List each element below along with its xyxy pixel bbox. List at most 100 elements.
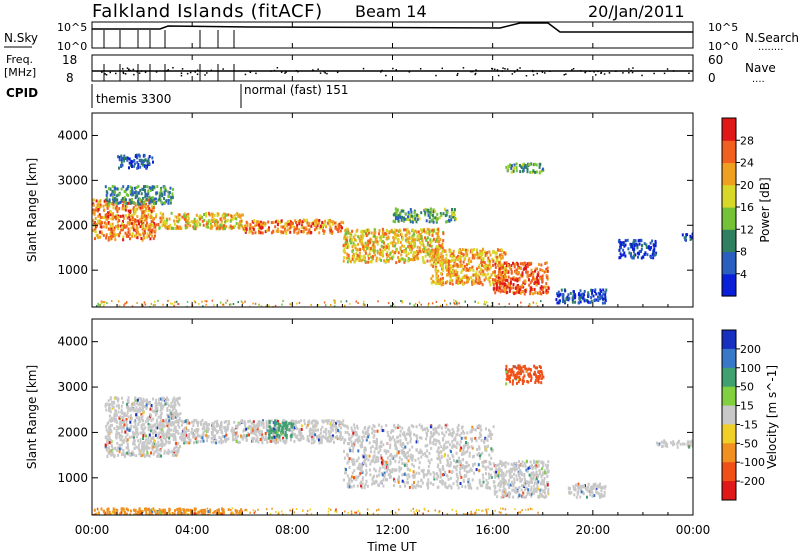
data-cell xyxy=(508,302,510,305)
data-cell xyxy=(298,301,301,304)
data-cell xyxy=(413,484,416,488)
nave-dot xyxy=(385,74,387,77)
data-cell xyxy=(515,162,518,166)
data-cell xyxy=(293,229,296,232)
data-cell xyxy=(445,213,448,217)
data-cell xyxy=(653,247,656,251)
data-cell xyxy=(126,427,129,431)
data-cell xyxy=(475,271,478,275)
data-cell xyxy=(146,235,149,239)
data-cell xyxy=(150,451,153,455)
data-cell xyxy=(372,256,375,260)
nave-dot xyxy=(380,71,382,73)
data-cell xyxy=(356,255,359,259)
data-cell xyxy=(158,443,161,447)
data-cell xyxy=(536,273,539,277)
data-cell xyxy=(120,443,123,447)
data-cell xyxy=(476,267,478,271)
data-cell xyxy=(134,196,137,200)
data-cell xyxy=(237,214,240,218)
data-cell xyxy=(144,214,147,218)
data-cell xyxy=(97,205,100,209)
data-cell xyxy=(435,267,438,271)
data-cell xyxy=(172,423,175,426)
data-cell xyxy=(519,291,522,295)
data-cell xyxy=(174,215,177,219)
data-cell xyxy=(122,238,125,242)
data-cell xyxy=(477,301,480,304)
data-cell xyxy=(409,302,411,305)
data-cell xyxy=(142,400,144,404)
data-cell xyxy=(453,444,456,448)
data-cell xyxy=(329,230,332,234)
data-cell xyxy=(99,216,102,219)
data-cell xyxy=(445,303,448,306)
data-cell xyxy=(300,224,303,228)
y-tick-label: 1000 xyxy=(57,263,88,277)
data-cell xyxy=(178,396,181,400)
data-cell xyxy=(214,220,217,223)
data-cell xyxy=(138,200,141,204)
data-cell xyxy=(189,438,192,442)
data-cell xyxy=(216,220,219,224)
data-cell xyxy=(253,425,256,429)
data-cell xyxy=(577,301,580,305)
data-cell xyxy=(422,259,425,263)
data-cell xyxy=(138,205,141,209)
nave-dot xyxy=(628,72,630,74)
data-cell xyxy=(369,446,372,450)
data-cell xyxy=(479,484,482,488)
data-cell xyxy=(94,237,96,241)
data-cell xyxy=(162,433,165,437)
data-cell xyxy=(205,212,207,216)
data-cell xyxy=(541,167,544,171)
data-cell xyxy=(121,163,124,167)
data-cell xyxy=(174,428,177,432)
data-cell xyxy=(111,300,113,302)
data-cell xyxy=(140,424,143,428)
data-cell xyxy=(276,227,279,231)
data-cell xyxy=(172,398,175,402)
data-cell xyxy=(355,247,358,251)
nave-dot xyxy=(181,68,184,70)
data-cell xyxy=(431,248,434,252)
data-cell xyxy=(250,425,252,429)
data-cell xyxy=(149,407,152,411)
data-cell xyxy=(293,440,296,443)
data-cell xyxy=(421,229,424,233)
data-cell xyxy=(397,451,400,455)
data-cell xyxy=(397,240,400,244)
data-cell xyxy=(497,248,500,252)
data-cell xyxy=(133,234,136,238)
data-cell xyxy=(476,424,479,428)
data-cell xyxy=(477,266,480,269)
data-cell xyxy=(119,438,122,441)
data-cell xyxy=(515,290,518,294)
data-cell xyxy=(155,215,157,219)
data-cell xyxy=(420,234,423,238)
data-cell xyxy=(122,449,125,452)
data-cell xyxy=(520,285,523,289)
data-cell xyxy=(160,190,163,194)
data-cell xyxy=(449,254,452,258)
data-cell xyxy=(141,219,144,223)
data-cell xyxy=(212,440,215,444)
data-cell xyxy=(264,432,267,435)
data-cell xyxy=(245,220,248,224)
data-cell xyxy=(396,208,399,212)
data-cell xyxy=(401,432,404,436)
data-cell xyxy=(525,270,528,274)
data-cell xyxy=(475,252,478,256)
data-cell xyxy=(497,264,499,268)
data-cell xyxy=(452,455,455,459)
data-cell xyxy=(143,228,146,232)
data-cell xyxy=(412,475,415,479)
data-cell xyxy=(389,230,392,234)
data-cell xyxy=(365,234,368,238)
data-cell xyxy=(141,431,143,435)
data-cell xyxy=(398,229,401,233)
data-cell xyxy=(413,258,416,262)
data-cell xyxy=(129,426,132,430)
data-cell xyxy=(196,430,199,434)
data-cell xyxy=(222,303,225,306)
